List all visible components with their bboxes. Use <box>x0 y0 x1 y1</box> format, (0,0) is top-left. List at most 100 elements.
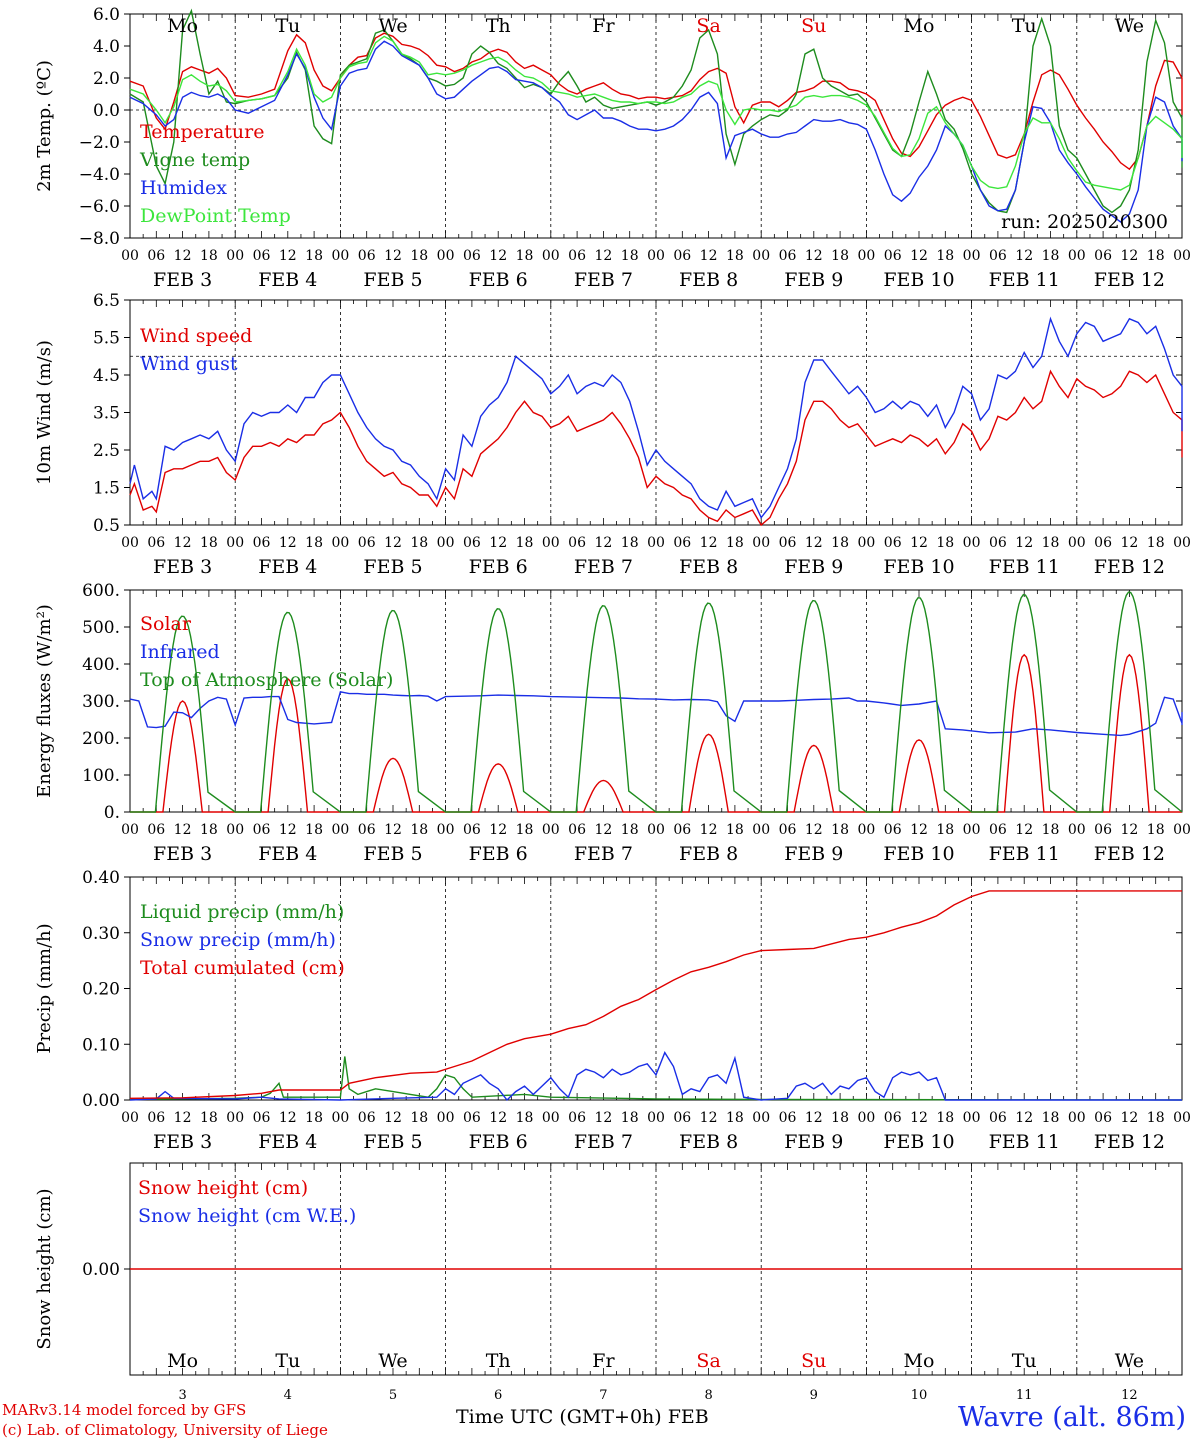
hour-label: 18 <box>305 535 323 551</box>
date-label: FEB 6 <box>469 1131 528 1153</box>
date-label: FEB 7 <box>574 556 633 578</box>
date-label: FEB 11 <box>989 843 1060 865</box>
hour-label: 12 <box>279 822 297 838</box>
series-snow-precip-mm-h- <box>129 1051 1183 1102</box>
hour-label: 18 <box>305 248 323 264</box>
hour-label: 00 <box>331 248 349 264</box>
hour-label: 00 <box>857 822 875 838</box>
hour-label: 00 <box>542 1110 560 1126</box>
panel-3: 600. 500. 400. 300. 200. 100. 0. Energy fluxes … <box>34 581 1191 865</box>
hour-label: 06 <box>358 822 376 838</box>
hour-label: 12 <box>805 248 823 264</box>
hour-label: 12 <box>1015 1110 1033 1126</box>
series-top-of-atmosphere-solar- <box>130 591 1183 813</box>
hour-label: 00 <box>437 822 455 838</box>
weekday-label: Su <box>801 15 826 37</box>
hour-label: 00 <box>963 535 981 551</box>
series-line <box>129 690 1183 737</box>
plot-frame <box>129 299 1183 526</box>
hour-label: 12 <box>700 535 718 551</box>
legend-entry: Vigne temp <box>139 149 250 171</box>
hour-label: 12 <box>384 248 402 264</box>
legend-entry: Wind gust <box>140 353 238 375</box>
y-tick-label: 0.00 <box>82 1091 120 1111</box>
date-label: FEB 5 <box>363 843 422 865</box>
legend-entry: Wind speed <box>140 325 252 347</box>
y-tick-label: 0.0 <box>93 101 120 121</box>
series-total-cumulated-cm- <box>129 890 1183 1099</box>
panel-5: 0.00 Snow height (cm) Snow height (cm) Snow… <box>34 1162 1183 1403</box>
hour-label: 00 <box>1173 1110 1191 1126</box>
y-tick-label: 0.10 <box>82 1035 120 1055</box>
legend-entry: Snow height (cm W.E.) <box>138 1205 356 1227</box>
series-line <box>129 316 1183 519</box>
hour-label: 18 <box>305 822 323 838</box>
date-label: FEB 9 <box>784 269 843 291</box>
y-tick-label: 0.00 <box>82 1260 120 1280</box>
date-label: FEB 9 <box>784 843 843 865</box>
hour-label: 12 <box>279 248 297 264</box>
hour-label: 18 <box>1147 1110 1165 1126</box>
hour-label: 00 <box>437 535 455 551</box>
hour-label: 18 <box>831 1110 849 1126</box>
y-tick-label: −8.0 <box>79 229 120 249</box>
day-number: 7 <box>599 1388 607 1403</box>
y-tick-label: 2.0 <box>93 69 120 89</box>
hour-label: 12 <box>1015 248 1033 264</box>
hour-label: 00 <box>542 248 560 264</box>
date-label: FEB 10 <box>883 843 954 865</box>
hour-label: 00 <box>437 1110 455 1126</box>
hour-label: 12 <box>700 248 718 264</box>
date-label: FEB 3 <box>153 556 212 578</box>
legend-entry: Snow precip (mm/h) <box>140 929 336 951</box>
hour-label: 18 <box>1147 822 1165 838</box>
hour-label: 12 <box>700 1110 718 1126</box>
weekday-label: Mo <box>167 15 198 37</box>
hour-label: 12 <box>1120 535 1138 551</box>
hour-label: 12 <box>594 1110 612 1126</box>
legend-entry: Top of Atmosphere (Solar) <box>140 669 393 691</box>
y-tick-label: 4.0 <box>93 37 120 57</box>
hour-label: 18 <box>726 248 744 264</box>
legend-entry: Snow height (cm) <box>138 1177 308 1199</box>
hour-label: 06 <box>884 535 902 551</box>
date-label: FEB 10 <box>883 1131 954 1153</box>
hour-label: 06 <box>568 1110 586 1126</box>
hour-label: 12 <box>1120 1110 1138 1126</box>
hour-label: 18 <box>1147 535 1165 551</box>
hour-label: 18 <box>1042 822 1060 838</box>
hour-label: 00 <box>121 1110 139 1126</box>
hour-label: 00 <box>542 822 560 838</box>
date-label: FEB 12 <box>1094 843 1165 865</box>
series-line <box>129 369 1183 527</box>
hour-label: 12 <box>594 535 612 551</box>
hour-label: 12 <box>594 248 612 264</box>
y-tick-label: 0.20 <box>82 980 120 1000</box>
y-tick-label: 600. <box>82 581 120 601</box>
hour-label: 18 <box>200 1110 218 1126</box>
hour-label: 00 <box>857 535 875 551</box>
hour-label: 06 <box>989 1110 1007 1126</box>
hour-label: 12 <box>489 535 507 551</box>
hour-label: 18 <box>621 248 639 264</box>
date-label: FEB 6 <box>469 556 528 578</box>
date-label: FEB 11 <box>989 269 1060 291</box>
hour-label: 18 <box>516 535 534 551</box>
hour-label: 00 <box>1068 535 1086 551</box>
hour-label: 00 <box>331 822 349 838</box>
date-label: FEB 8 <box>679 1131 738 1153</box>
hour-label: 18 <box>1042 1110 1060 1126</box>
hour-label: 18 <box>831 822 849 838</box>
hour-label: 12 <box>279 535 297 551</box>
date-label: FEB 12 <box>1094 269 1165 291</box>
legend-entry: Solar <box>140 613 192 635</box>
hour-label: 18 <box>831 248 849 264</box>
weekday-label: Mo <box>904 1350 935 1372</box>
hour-label: 18 <box>516 1110 534 1126</box>
hour-label: 00 <box>226 1110 244 1126</box>
hour-label: 18 <box>726 1110 744 1126</box>
location-label: Wavre (alt. 86m) <box>958 1402 1186 1433</box>
hour-label: 06 <box>253 1110 271 1126</box>
hour-label: 06 <box>989 248 1007 264</box>
